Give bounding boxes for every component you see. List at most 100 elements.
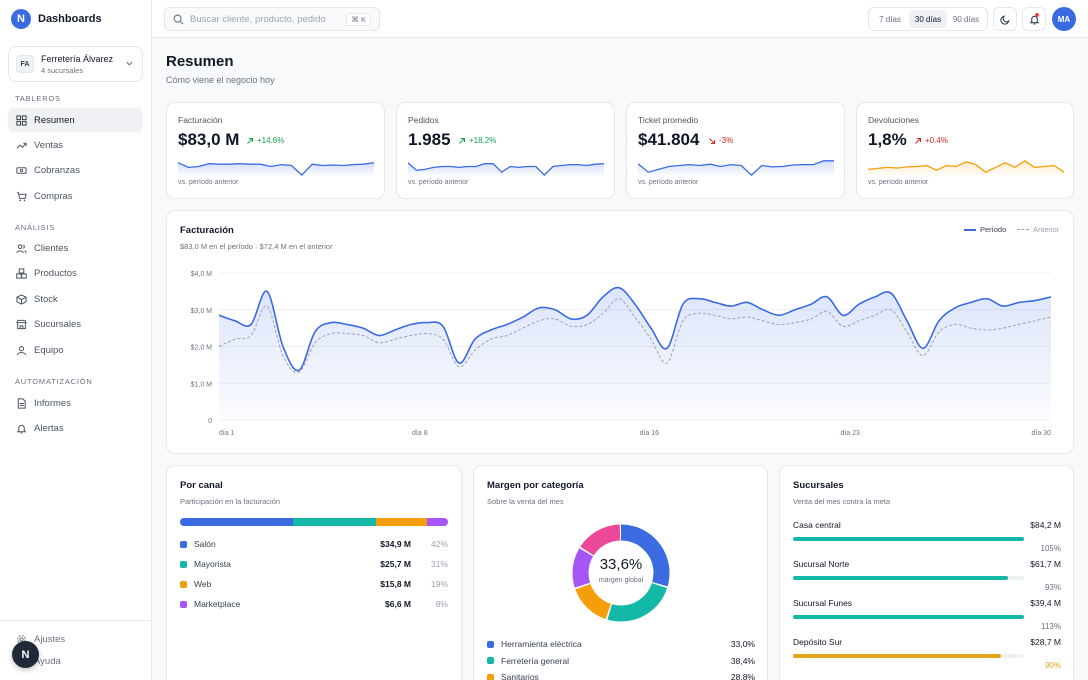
org-avatar: FA bbox=[16, 55, 34, 73]
sidebar-item-alertas[interactable]: Alertas bbox=[8, 416, 143, 440]
sidebar-item-resumen[interactable]: Resumen bbox=[8, 108, 143, 132]
branch-progress-track bbox=[793, 576, 1024, 580]
card-title: Por canal bbox=[180, 480, 223, 491]
sidebar-item-label: Ayuda bbox=[34, 655, 61, 667]
donut-slice[interactable] bbox=[572, 524, 670, 622]
sparkline-area bbox=[178, 162, 374, 177]
sidebar-item-cobranzas[interactable]: Cobranzas bbox=[8, 158, 143, 182]
sidebar-item-equipo[interactable]: Equipo bbox=[8, 338, 143, 362]
channel-row[interactable]: Mayorista $25,7 M 31% bbox=[180, 557, 448, 571]
search-box[interactable]: ⌘ K bbox=[164, 7, 380, 31]
kpi-card-devoluciones[interactable]: Devoluciones 1,8% +0.4% vs. período ante… bbox=[856, 102, 1074, 199]
channel-name: Salón bbox=[194, 539, 216, 549]
notification-dot bbox=[1035, 13, 1039, 17]
category-color-dot bbox=[487, 673, 494, 680]
sidebar-item-compras[interactable]: Compras bbox=[8, 184, 143, 208]
chart-title: Facturación bbox=[180, 225, 234, 236]
arrow-up-right-icon bbox=[915, 137, 921, 144]
sidebar: N Dashboards FA Ferretería Álvarez 4 suc… bbox=[0, 0, 152, 680]
card-subtitle: Sobre la venta del mes bbox=[487, 497, 564, 506]
sidebar-item-label: Informes bbox=[34, 397, 71, 409]
user-avatar[interactable]: MA bbox=[1052, 7, 1076, 31]
channel-value: $25,7 M bbox=[380, 559, 411, 569]
branch-progress-fill bbox=[793, 654, 1001, 658]
sidebar-item-label: Cobranzas bbox=[34, 164, 80, 176]
branch-progress-track bbox=[793, 654, 1024, 658]
chart-subtitle: $83,0 M en el período · $72,4 M en el an… bbox=[180, 242, 333, 251]
file-icon bbox=[17, 397, 26, 409]
sidebar-footer bbox=[0, 620, 151, 680]
branch-percent: 113% bbox=[1041, 622, 1061, 631]
x-tick-label: día 23 bbox=[840, 430, 860, 437]
y-tick-label: $2,0 M bbox=[191, 345, 213, 352]
branch-name: Sucursal Norte bbox=[793, 559, 850, 569]
org-subtitle: 4 sucursales bbox=[41, 65, 84, 75]
topbar: ⌘ K 7 días 30 días 90 días MA bbox=[152, 0, 1088, 38]
org-switcher[interactable]: FA Ferretería Álvarez 4 sucursales bbox=[8, 46, 143, 82]
kpi-delta-value: -3% bbox=[719, 136, 734, 145]
kpi-footnote: vs. período anterior bbox=[178, 179, 239, 186]
page-subtitle: Cómo viene el negocio hoy bbox=[166, 75, 275, 85]
donut-slice[interactable] bbox=[572, 524, 670, 622]
brand[interactable]: N Dashboards bbox=[0, 0, 151, 38]
sidebar-item-clientes[interactable]: Clientes bbox=[8, 236, 143, 260]
channels-card: Por canal Participación en la facturació… bbox=[166, 465, 462, 680]
user-icon bbox=[16, 345, 27, 355]
kpi-card-facturacion[interactable]: Facturación $83,0 M +14.6% vs. período a… bbox=[166, 102, 385, 199]
channel-name: Mayorista bbox=[194, 559, 231, 569]
kpi-label: Pedidos bbox=[408, 115, 439, 125]
donut-center-label: margen global bbox=[598, 577, 644, 584]
grid-icon bbox=[16, 114, 27, 126]
branch-value: $39,4 M bbox=[1030, 598, 1061, 608]
channel-color-dot bbox=[180, 580, 187, 588]
category-name: Ferretería general bbox=[501, 655, 570, 666]
category-row[interactable]: Sanitarios 28,8% bbox=[487, 671, 755, 680]
y-tick-label: 0 bbox=[208, 418, 212, 425]
x-tick-label: día 8 bbox=[412, 430, 428, 437]
notifications-button[interactable] bbox=[1022, 7, 1046, 31]
sidebar-item-ventas[interactable]: Ventas bbox=[8, 133, 143, 157]
channel-row[interactable]: Web $15,8 M 19% bbox=[180, 577, 448, 591]
sparkline-line bbox=[408, 162, 604, 177]
sidebar-item-informes[interactable]: Informes bbox=[8, 391, 143, 415]
channel-bar-segment bbox=[375, 518, 427, 526]
search-input[interactable] bbox=[190, 13, 350, 25]
kpi-card-pedidos[interactable]: Pedidos 1.985 +18.2% vs. período anterio… bbox=[396, 102, 615, 199]
kpi-card-ticket-promedio[interactable]: Ticket promedio $41.804 -3% vs. período … bbox=[626, 102, 845, 199]
sidebar-item-sucursales[interactable]: Sucursales bbox=[8, 312, 143, 336]
help-chat-button[interactable]: N bbox=[12, 641, 39, 668]
kpi-delta: +0.4% bbox=[914, 136, 948, 145]
category-row[interactable]: Ferretería general 38,4% bbox=[487, 655, 755, 667]
donut-slice[interactable] bbox=[572, 524, 670, 622]
kpi-delta-value: +18.2% bbox=[469, 136, 497, 145]
sidebar-item-stock[interactable]: Stock bbox=[8, 287, 143, 311]
users-icon bbox=[16, 243, 27, 253]
gear-icon bbox=[17, 634, 26, 644]
chevron-down-icon bbox=[126, 61, 133, 66]
category-margin: 28,8% bbox=[730, 672, 755, 680]
sidebar-item-label: Equipo bbox=[34, 344, 64, 356]
kpi-sparkline bbox=[408, 162, 604, 177]
sidebar-item-ajustes[interactable]: Ajustes bbox=[8, 627, 143, 651]
legend-current: Período bbox=[964, 225, 1006, 234]
branch-percent: 90% bbox=[1044, 661, 1061, 670]
kpi-sparkline bbox=[868, 160, 1064, 177]
range-7-days[interactable]: 7 días bbox=[879, 14, 901, 24]
channel-value: $34,9 M bbox=[380, 539, 411, 549]
kpi-delta: +14.6% bbox=[246, 136, 284, 145]
range-30-days[interactable]: 30 días bbox=[909, 10, 947, 28]
kpi-delta-value: +14.6% bbox=[257, 136, 285, 145]
theme-toggle-button[interactable] bbox=[993, 7, 1017, 31]
sidebar-item-label: Resumen bbox=[34, 114, 75, 126]
kpi-value: 1.985 bbox=[408, 130, 451, 149]
channel-row[interactable]: Marketplace $6,6 M 8% bbox=[180, 597, 448, 611]
y-tick-label: $3,0 M bbox=[191, 308, 213, 315]
channel-row[interactable]: Salón $34,9 M 42% bbox=[180, 537, 448, 551]
branch-progress-fill bbox=[793, 576, 1008, 580]
sidebar-item-productos[interactable]: Productos bbox=[8, 261, 143, 285]
sidebar-item-label: Productos bbox=[34, 267, 77, 279]
category-row[interactable]: Herramienta eléctrica 33,0% bbox=[487, 638, 755, 650]
range-90-days[interactable]: 90 días bbox=[952, 14, 980, 24]
sidebar-item-label: Sucursales bbox=[34, 318, 81, 330]
legend-label: Anterior bbox=[1033, 225, 1060, 234]
